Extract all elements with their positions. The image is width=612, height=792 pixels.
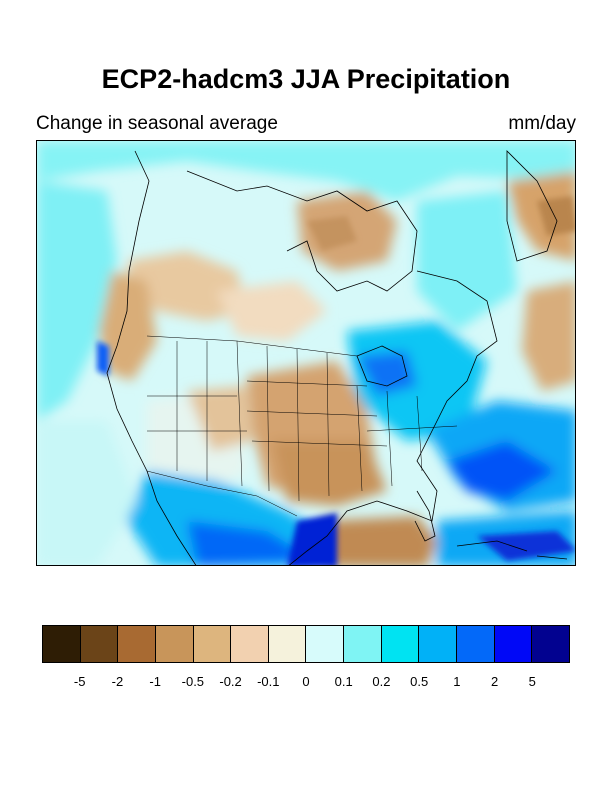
florida-coastline (414, 490, 436, 542)
arctic-coastline (186, 170, 418, 292)
great-lakes-outline (356, 345, 408, 387)
alaska-dry (127, 251, 247, 321)
arctic-positive (37, 141, 575, 201)
greenland-dry (507, 171, 575, 261)
california-coast-wet (97, 341, 109, 376)
colorbar-swatch-11 (457, 626, 495, 662)
anomaly-field (37, 141, 575, 565)
page-title: ECP2-hadcm3 JJA Precipitation (101, 64, 511, 94)
coastlines (106, 150, 568, 565)
gulf-dry (322, 516, 437, 565)
greenland-coastline (506, 150, 558, 262)
state-lines-central (246, 345, 388, 502)
mexico-strong-wet (187, 521, 317, 565)
units-label: mm/day (508, 113, 576, 134)
atlantic-coastline (288, 270, 498, 565)
rockies-dry (187, 386, 252, 451)
pacific-positive (37, 181, 117, 421)
colorbar-swatch-13 (532, 626, 569, 662)
great-lakes-wet (357, 351, 417, 396)
colorbar-tick-label: -0.1 (257, 674, 280, 689)
pacific-sw-light (37, 421, 137, 565)
colorbar-tick-label: 0.1 (334, 674, 353, 689)
precipitation-map (36, 140, 576, 566)
colorbar-swatch-12 (494, 626, 533, 662)
colorbar-swatch-3 (155, 626, 194, 662)
colorbar-tick-label: 2 (490, 674, 499, 689)
caribbean-islands (456, 540, 568, 560)
gulf-deep-wet (287, 513, 337, 565)
colorbar-tick-label: 0.5 (410, 674, 429, 689)
east-us-wet (347, 321, 487, 441)
pacific-nw-dry (99, 271, 157, 381)
colorbar-swatch-6 (268, 626, 307, 662)
atlantic-strong-wet (447, 441, 557, 501)
southern-plains-dry (272, 441, 387, 506)
map-canvas (37, 141, 575, 565)
colorbar-swatch-2 (118, 626, 156, 662)
colorbar-swatch-0 (43, 626, 81, 662)
colorbar-tick-label: -0.5 (181, 674, 205, 689)
colorbar-swatch-8 (344, 626, 382, 662)
pacific-coastline (106, 150, 197, 565)
colorbar-tick-label: 0 (302, 674, 310, 689)
us-mexico-border (146, 470, 298, 517)
colorbar (42, 625, 570, 663)
labrador-positive (417, 191, 517, 331)
state-lines-east (356, 385, 458, 492)
colorbar-swatch-5 (231, 626, 269, 662)
central-canada-light (217, 281, 327, 341)
colorbar-swatch-4 (193, 626, 232, 662)
colorbar-tick-label: -2 (111, 674, 124, 689)
state-lines-west (147, 340, 247, 487)
political-borders (146, 335, 458, 517)
atlantic-dry (522, 281, 575, 391)
colorbar-swatch-9 (381, 626, 420, 662)
colorbar-tick-label: -1 (149, 674, 161, 689)
map-subtitle: Change in seasonal average (36, 113, 278, 134)
colorbar-tick-label: -0.2 (219, 674, 242, 689)
colorbar-swatch-10 (419, 626, 458, 662)
colorbar-tick-label: -5 (73, 674, 86, 689)
colorbar-tick-label: 1 (453, 674, 461, 689)
hudson-dry (307, 216, 357, 251)
colorbar-swatch-1 (80, 626, 119, 662)
colorbar-tick-label: 5 (528, 674, 536, 689)
greenland-strong-dry (537, 196, 575, 236)
colorbar-swatch-7 (306, 626, 345, 662)
anomaly-detail (97, 196, 575, 565)
us-canada-border (146, 335, 358, 357)
colorbar-tick-label: 0.2 (372, 674, 391, 689)
caribbean-deep-wet (477, 531, 575, 561)
